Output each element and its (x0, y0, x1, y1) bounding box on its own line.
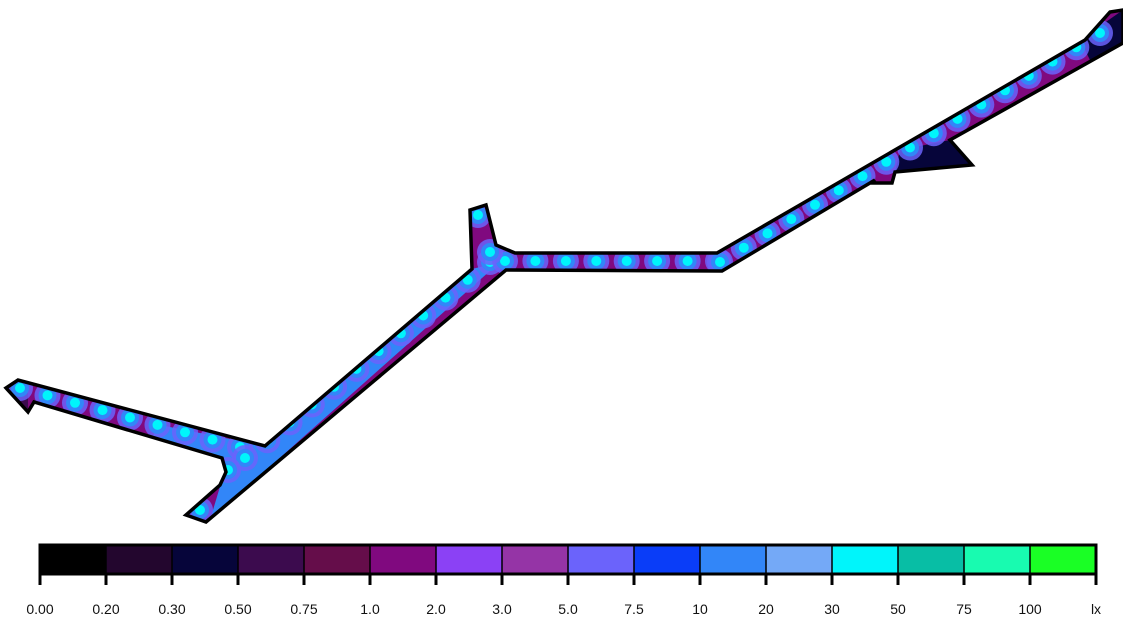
hotspot-ring (195, 505, 205, 515)
legend-tick-label: 20 (758, 601, 774, 617)
legend-tick-label: 0.20 (92, 601, 119, 617)
hotspot-ring (125, 412, 135, 423)
hotspot-ring (560, 256, 571, 266)
hotspot (215, 457, 241, 483)
hotspot-ring (97, 405, 108, 416)
hotspot-ring (152, 419, 163, 430)
legend-tick-label: 0.00 (26, 601, 53, 617)
hotspot-ring (485, 247, 495, 257)
legend-tick-label: 3.0 (492, 601, 512, 617)
legend-unit-label: lx (1091, 601, 1101, 617)
hotspot-ring (833, 185, 844, 196)
hotspot-ring (621, 256, 632, 266)
hotspot (410, 302, 437, 329)
hotspot-ring (810, 199, 820, 210)
legend-swatch-7 (501, 544, 570, 575)
hotspot-ring (473, 210, 483, 220)
hotspot-ring (254, 427, 281, 454)
legend-tick-label: 0.50 (224, 601, 251, 617)
legend-swatch-13 (897, 544, 966, 575)
hotspot-ring (857, 171, 868, 182)
legend-tick-label: 75 (956, 601, 972, 617)
legend-swatch-3 (237, 544, 306, 575)
hotspot-ring (762, 228, 773, 239)
legend-tick-label: 50 (890, 601, 906, 617)
hotspot-ring (530, 256, 541, 266)
legend-swatch-5 (369, 544, 438, 575)
hotspot (254, 427, 281, 454)
hotspot (477, 239, 503, 265)
legend-swatch-2 (171, 544, 240, 575)
legend-tick-label: 1.0 (360, 601, 380, 617)
hotspot-ring (207, 434, 218, 445)
legend-tick-label: 30 (824, 601, 840, 617)
legend-swatch-0 (39, 544, 108, 575)
hotspot (89, 397, 116, 424)
hotspot-ring (15, 383, 25, 393)
legend-swatch-9 (633, 544, 702, 575)
contour-fills (6, 10, 1123, 522)
hotspot (199, 426, 226, 453)
hotspot-ring (70, 397, 80, 408)
legend-tick-label: 10 (692, 601, 708, 617)
hotspot-ring (462, 274, 473, 285)
legend-swatch-15 (1029, 544, 1098, 575)
road-network (3, 8, 1123, 524)
hotspot-ring (786, 214, 797, 225)
legend-swatch-4 (303, 544, 372, 575)
legend-swatch-11 (765, 544, 834, 575)
hotspot-ring (240, 453, 250, 463)
legend-tick-label: 5.0 (558, 601, 578, 617)
legend-tick-label: 0.75 (290, 601, 317, 617)
legend-tick-label: 100 (1018, 601, 1042, 617)
legend-swatches (39, 544, 1098, 575)
hotspot-ring (738, 242, 749, 253)
hotspot-ring (881, 156, 892, 167)
hotspot-ring (715, 257, 725, 267)
hotspot-ring (180, 427, 190, 438)
road-outline (3, 8, 1123, 524)
hotspot-ring (591, 256, 602, 266)
legend-swatch-6 (435, 544, 504, 575)
legend-swatch-1 (105, 544, 174, 575)
hotspot-ring (500, 256, 510, 266)
hotspot (873, 148, 900, 175)
hotspot-ring (905, 142, 915, 153)
hotspot-ring (682, 256, 693, 266)
legend-swatch-12 (831, 544, 900, 575)
legend-tick-label: 0.30 (158, 601, 185, 617)
hotspot-ring (652, 256, 663, 266)
hotspot-ring (1095, 28, 1105, 38)
hotspot-ring (42, 390, 53, 401)
legend-swatch-14 (963, 544, 1032, 575)
legend-tick-label: 2.0 (426, 601, 446, 617)
color-legend: 0.00 0.20 0.30 0.50 0.75 1.0 2.0 3.0 5.0 7.5 10 20 3… (26, 543, 1101, 617)
legend-swatch-8 (567, 544, 636, 575)
legend-ticks (38, 574, 1098, 585)
legend-tick-label: 7.5 (624, 601, 644, 617)
legend-tick-labels: 0.00 0.20 0.30 0.50 0.75 1.0 2.0 3.0 5.0 7.5 10 20 3… (26, 601, 1101, 617)
legend-swatch-10 (699, 544, 768, 575)
